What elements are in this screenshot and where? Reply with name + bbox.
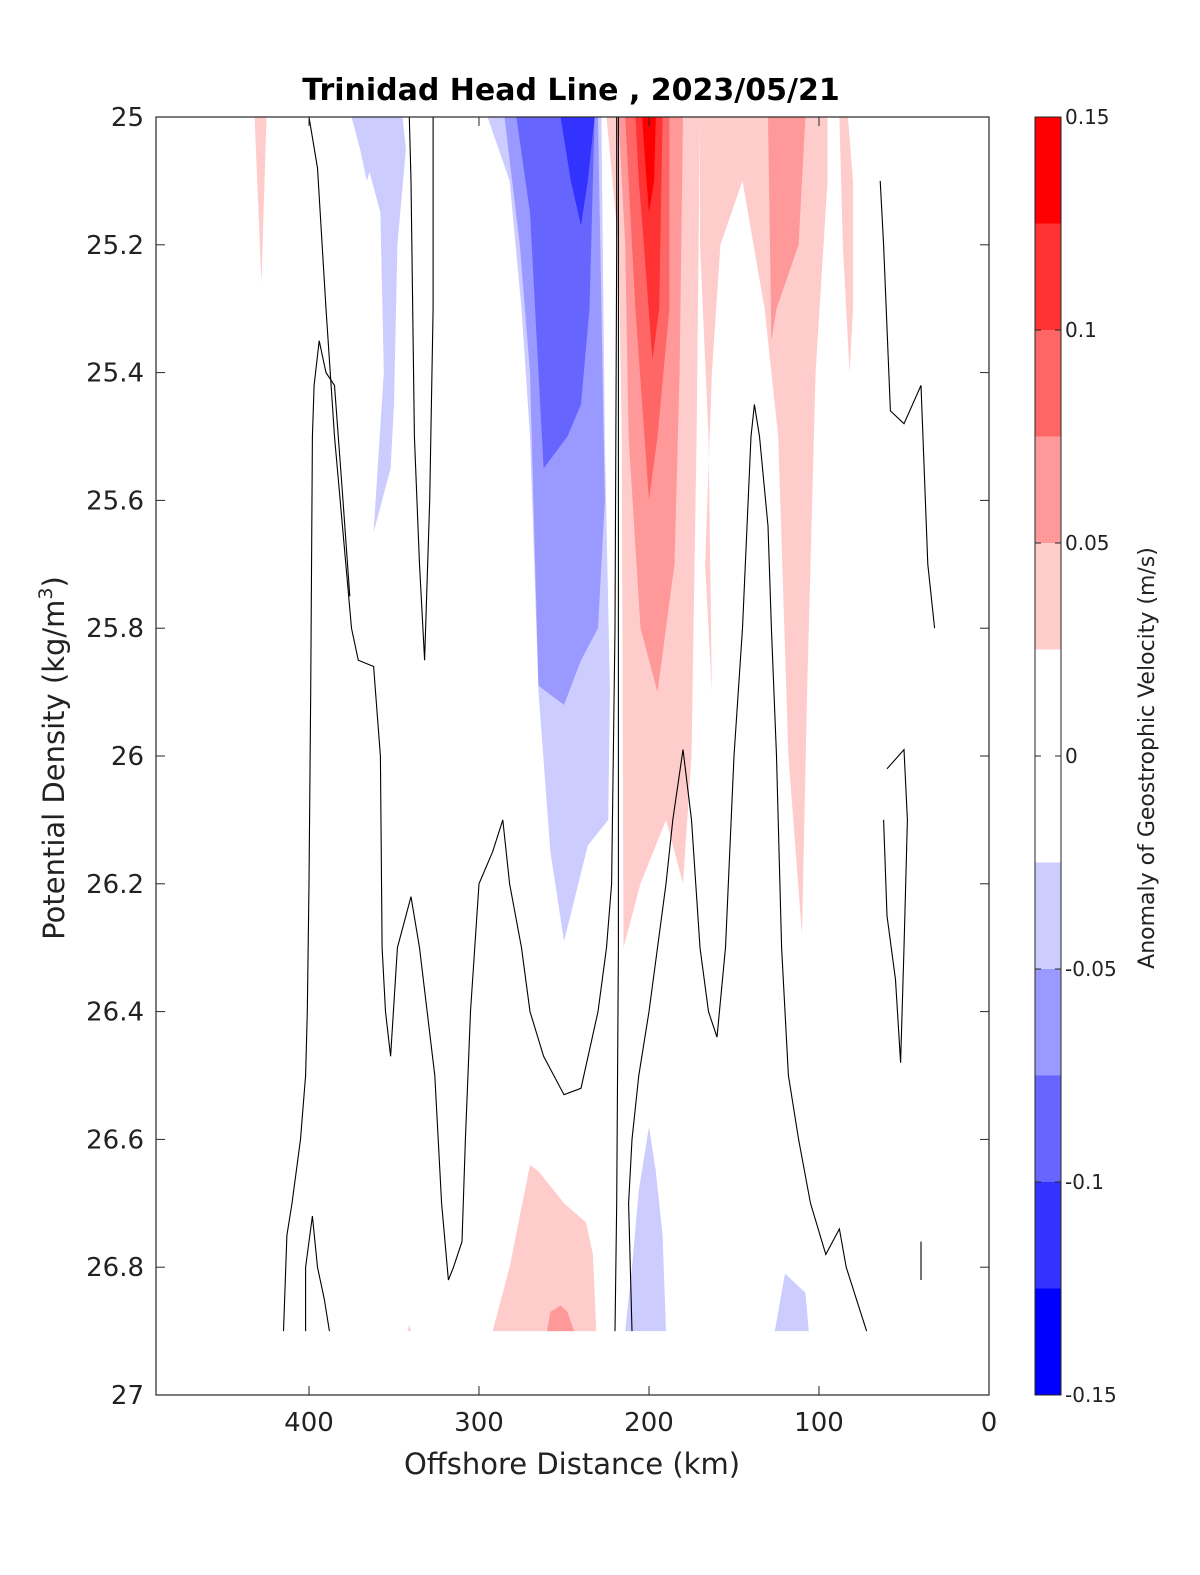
y-tick-label-7: 26.4 <box>86 998 144 1028</box>
colorbar-tick-label-5: -0.1 <box>1065 1170 1104 1194</box>
y-tick-label-4: 25.8 <box>86 614 144 644</box>
filled-region-0 <box>254 117 267 284</box>
filled-contour-layer <box>254 117 853 1332</box>
colorbar-level-3 <box>1035 436 1061 543</box>
colorbar-level-1 <box>1035 223 1061 330</box>
filled-region-1 <box>700 117 828 935</box>
filled-region-18 <box>774 1273 809 1332</box>
zero-contour-line-3 <box>282 340 351 1332</box>
colorbar-level-10 <box>1035 1182 1061 1289</box>
y-axis-ticks: 25 25.2 25.4 25.6 25.8 26 26.2 26.4 26.6 26.8 27 <box>86 103 989 1411</box>
colorbar-level-6 <box>1035 756 1061 863</box>
colorbar-label: Anomaly of Geostrophic Velocity (m/s) <box>1135 547 1160 969</box>
colorbar-level-5 <box>1035 649 1061 756</box>
filled-region-19 <box>407 1324 411 1332</box>
y-tick-label-1: 25.2 <box>86 231 144 261</box>
y-axis-label-close: ) <box>37 576 71 587</box>
y-tick-label-3: 25.6 <box>86 486 144 516</box>
x-axis-label: Offshore Distance (km) <box>404 1447 740 1481</box>
x-axis-ticks: 400 300 200 100 0 <box>284 117 997 1438</box>
filled-region-8 <box>642 117 656 213</box>
chart-title: Trinidad Head Line , 2023/05/21 <box>302 73 839 108</box>
colorbar-ticks: 0.15 0.1 0.05 0 -0.05 -0.1 -0.15 <box>1035 105 1117 1407</box>
x-tick-label-4: 0 <box>981 1408 998 1438</box>
y-axis-label-superscript: 3 <box>35 587 57 599</box>
x-tick-label-2: 200 <box>624 1408 674 1438</box>
y-tick-label-5: 26 <box>111 742 144 772</box>
contour-line-layer <box>282 116 936 1332</box>
colorbar-level-0 <box>1035 117 1061 224</box>
y-tick-label-10: 27 <box>111 1381 144 1411</box>
zero-contour-line-7 <box>883 748 908 1063</box>
filled-region-17 <box>625 1126 666 1332</box>
colorbar-tick-label-0: 0.15 <box>1065 105 1110 129</box>
colorbar-tick-label-2: 0.05 <box>1065 531 1110 555</box>
colorbar <box>1035 117 1061 1395</box>
filled-region-15 <box>492 1165 597 1332</box>
colorbar-tick-label-4: -0.05 <box>1065 957 1117 981</box>
y-axis-label-main: Potential Density (kg/m <box>37 600 71 940</box>
x-tick-label-3: 100 <box>794 1408 844 1438</box>
filled-region-10 <box>351 117 391 181</box>
zero-contour-line-4 <box>305 1216 330 1332</box>
colorbar-level-7 <box>1035 862 1061 969</box>
colorbar-level-4 <box>1035 543 1061 650</box>
filled-region-9 <box>360 117 406 533</box>
y-tick-label-0: 25 <box>111 103 144 133</box>
filled-region-14 <box>560 117 595 226</box>
filled-region-2 <box>839 117 853 373</box>
x-tick-label-0: 400 <box>284 1408 334 1438</box>
filled-region-13 <box>516 117 595 469</box>
zero-contour-line-5 <box>628 404 868 1332</box>
y-axis-label: Potential Density (kg/m3) <box>35 576 71 940</box>
colorbar-level-9 <box>1035 1075 1061 1182</box>
zero-contour-line-0 <box>308 116 618 1281</box>
zero-contour-line-2 <box>408 116 434 661</box>
x-tick-label-1: 300 <box>454 1408 504 1438</box>
colorbar-level-2 <box>1035 330 1061 437</box>
zero-contour-line-6 <box>879 180 936 629</box>
y-tick-label-9: 26.8 <box>86 1253 144 1283</box>
y-tick-label-2: 25.4 <box>86 359 144 389</box>
zero-contour-line-1 <box>614 117 619 1332</box>
filled-region-16 <box>547 1305 575 1332</box>
colorbar-level-11 <box>1035 1288 1061 1395</box>
colorbar-tick-label-6: -0.15 <box>1065 1383 1117 1407</box>
y-tick-label-8: 26.6 <box>86 1125 144 1155</box>
filled-region-3 <box>768 117 806 341</box>
colorbar-tick-label-3: 0 <box>1065 744 1078 768</box>
colorbar-tick-label-1: 0.1 <box>1065 318 1097 342</box>
filled-region-7 <box>635 117 663 360</box>
y-tick-label-6: 26.2 <box>86 870 144 900</box>
colorbar-level-8 <box>1035 969 1061 1076</box>
